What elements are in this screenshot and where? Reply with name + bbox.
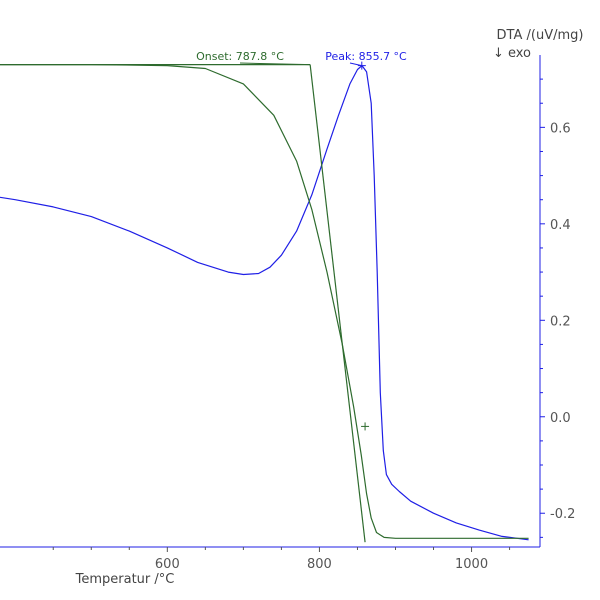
y-axis-ticks: -0.2 0.0 0.2 0.4 0.6 <box>540 78 575 538</box>
x-axis-title: Temperatur /°C <box>75 572 175 587</box>
onset-annotation: Onset: 787.8 °C <box>196 50 284 63</box>
y-tick-label-2: 0.2 <box>550 314 571 329</box>
peak-leader-line <box>349 62 362 67</box>
y-tick-label-1: 0.0 <box>550 411 571 426</box>
x-axis-ticks: 600 800 1000 <box>52 547 511 572</box>
x-tick-label-1000: 1000 <box>455 557 488 572</box>
marker-layer <box>357 61 370 431</box>
x-tick-label-600: 600 <box>155 557 180 572</box>
x-tick-label-800: 800 <box>307 557 332 572</box>
series-layer <box>0 63 529 543</box>
onset-tangent <box>309 64 366 543</box>
series-line-0 <box>0 64 529 541</box>
series-line-1 <box>0 63 529 539</box>
peak-annotation: Peak: 855.7 °C <box>325 50 407 63</box>
y-tick-label-4: 0.6 <box>550 121 571 136</box>
y-tick-label-3: 0.4 <box>550 218 571 233</box>
y-axis-subtitle: ↓ exo <box>493 46 531 61</box>
y-axis-title: DTA /(uV/mg) <box>497 28 584 43</box>
onset-leader-line <box>239 62 311 66</box>
y-tick-label-0: -0.2 <box>550 507 575 522</box>
